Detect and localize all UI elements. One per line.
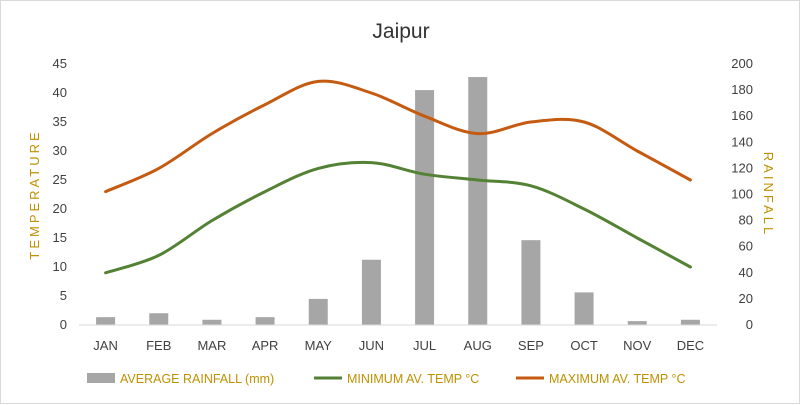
rainfall-bar	[468, 77, 488, 325]
legend: AVERAGE RAINFALL (mm) MINIMUM AV. TEMP °C…	[87, 372, 686, 386]
legend-label: MINIMUM AV. TEMP °C	[347, 372, 479, 386]
right-tick-label: 60	[739, 239, 753, 254]
x-tick-label: JUL	[413, 338, 436, 353]
legend-label: MAXIMUM AV. TEMP °C	[549, 372, 686, 386]
rainfall-bar	[202, 319, 222, 325]
temperature-lines	[104, 79, 692, 275]
x-tick-label: DEC	[677, 338, 704, 353]
x-tick-label: MAR	[197, 338, 226, 353]
min-temp-line	[104, 160, 692, 275]
rainfall-bar	[680, 319, 700, 325]
rainfall-bar	[415, 90, 435, 325]
left-tick-label: 35	[53, 114, 67, 129]
right-tick-label: 100	[731, 187, 753, 202]
x-tick-label: SEP	[518, 338, 544, 353]
right-axis-title: RAINFALL	[761, 152, 776, 237]
left-axis-ticks: 0 5 10 15 20 25 30 35 40 45	[53, 56, 67, 332]
legend-label: AVERAGE RAINFALL (mm)	[120, 372, 274, 386]
x-tick-label: AUG	[464, 338, 492, 353]
left-tick-label: 25	[53, 172, 67, 187]
rainfall-bar	[96, 317, 116, 325]
right-tick-label: 140	[731, 134, 753, 149]
left-tick-label: 45	[53, 56, 67, 71]
x-axis-ticks: JAN FEB MAR APR MAY JUN JUL AUG SEP OCT NOV DEC	[93, 338, 704, 353]
x-tick-label: OCT	[570, 338, 598, 353]
left-tick-label: 15	[53, 230, 67, 245]
max-temp-line	[104, 79, 692, 194]
rainfall-bars	[96, 77, 700, 325]
right-axis-ticks: 0 20 40 60 80 100 120 140 160 180 200	[731, 56, 753, 332]
x-tick-label: MAY	[305, 338, 333, 353]
right-tick-label: 20	[739, 291, 753, 306]
x-tick-label: JUN	[359, 338, 384, 353]
left-tick-label: 20	[53, 201, 67, 216]
x-tick-label: JAN	[93, 338, 118, 353]
left-axis-title: TEMPERATURE	[27, 129, 42, 259]
right-tick-label: 120	[731, 160, 753, 175]
right-tick-label: 180	[731, 82, 753, 97]
left-tick-label: 10	[53, 259, 67, 274]
chart-title: Jaipur	[372, 20, 429, 43]
right-tick-label: 160	[731, 108, 753, 123]
rainfall-bar	[521, 240, 541, 325]
left-tick-label: 30	[53, 143, 67, 158]
x-tick-label: NOV	[623, 338, 652, 353]
right-tick-label: 0	[746, 317, 753, 332]
rainfall-bar	[361, 259, 381, 325]
rainfall-bar	[574, 292, 594, 325]
rainfall-bar	[627, 321, 647, 325]
left-tick-label: 40	[53, 85, 67, 100]
x-tick-label: APR	[252, 338, 279, 353]
rainfall-bar	[308, 298, 328, 325]
right-tick-label: 200	[731, 56, 753, 71]
x-tick-label: FEB	[146, 338, 171, 353]
right-tick-label: 80	[739, 213, 753, 228]
left-tick-label: 5	[60, 288, 67, 303]
rainfall-bar	[255, 317, 275, 325]
left-tick-label: 0	[60, 317, 67, 332]
rainfall-bar	[149, 313, 169, 325]
right-tick-label: 40	[739, 265, 753, 280]
legend-swatch-rainfall	[87, 373, 115, 383]
